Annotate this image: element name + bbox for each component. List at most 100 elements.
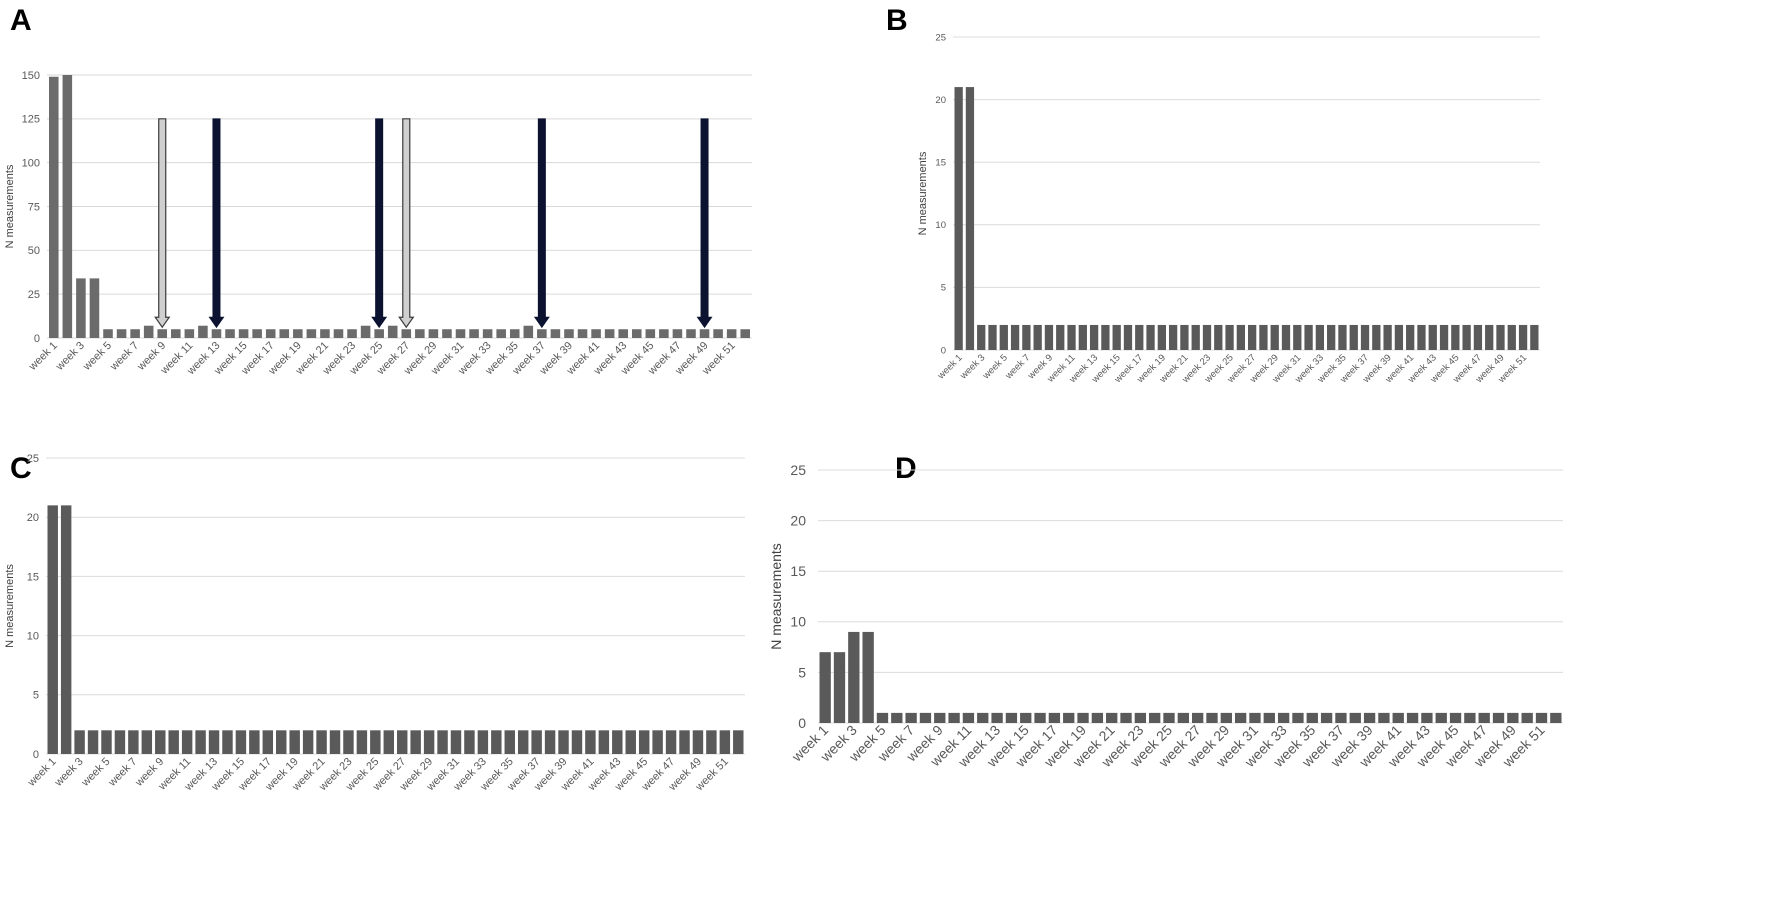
bar-a-week-39 xyxy=(564,329,574,338)
bar-d-week-34 xyxy=(1292,712,1304,723)
bar-a-week-9 xyxy=(157,329,168,338)
bar-c-week-6 xyxy=(114,730,126,754)
bar-c-week-22 xyxy=(329,730,341,754)
y-axis-label-b: N measurements xyxy=(917,151,929,235)
bar-d-week-51 xyxy=(1535,712,1548,723)
panel-letter-c: C xyxy=(10,452,32,485)
bar-d-week-36 xyxy=(1320,712,1333,723)
bar-c-week-35 xyxy=(504,730,515,754)
bar-d-week-6 xyxy=(891,712,903,723)
y-tick-label-d: 25 xyxy=(790,462,806,478)
y-tick-label-c: 20 xyxy=(27,512,39,524)
panel-letter-b: B xyxy=(886,4,908,37)
bar-b-week-13 xyxy=(1089,324,1099,350)
bar-d-week-17 xyxy=(1048,712,1061,723)
bar-a-week-50 xyxy=(713,329,723,338)
bar-d-week-24 xyxy=(1149,712,1161,723)
bar-c-week-9 xyxy=(155,730,166,754)
bar-c-week-21 xyxy=(316,730,327,754)
bar-c-week-2 xyxy=(60,505,72,754)
bar-c-week-23 xyxy=(343,730,354,754)
bar-d-week-3 xyxy=(848,631,860,723)
y-tick-label-b: 0 xyxy=(941,345,946,356)
bar-c-week-11 xyxy=(181,730,193,754)
bar-d-week-46 xyxy=(1464,712,1476,723)
panel-d: D 0 5 10 15 20 25 N measurements week 1 week 3 wee… xyxy=(760,448,1772,916)
bar-a-week-30 xyxy=(442,329,452,338)
y-axis-label-a: N measurements xyxy=(4,164,16,248)
bar-d-week-39 xyxy=(1363,712,1376,723)
y-tick-label-a: 25 xyxy=(28,289,40,301)
bar-c-week-5 xyxy=(101,730,112,754)
bar-c-week-42 xyxy=(598,730,610,754)
bar-c-week-48 xyxy=(679,730,690,754)
bar-c-week-17 xyxy=(262,730,274,754)
y-tick-label-d: 15 xyxy=(790,563,806,579)
bar-b-week-6 xyxy=(1010,324,1020,350)
bar-b-week-1 xyxy=(954,87,963,350)
bar-d-week-22 xyxy=(1120,712,1132,723)
bar-a-week-4 xyxy=(89,278,100,338)
y-tick-label-c: 25 xyxy=(27,453,39,465)
bar-a-week-1 xyxy=(49,76,59,339)
bar-d-week-42 xyxy=(1406,712,1419,723)
bar-d-week-44 xyxy=(1435,712,1447,723)
bar-a-week-8 xyxy=(143,325,154,338)
bar-b-week-51 xyxy=(1518,324,1528,350)
bar-d-week-45 xyxy=(1449,712,1462,723)
bar-c-week-40 xyxy=(571,730,583,754)
bar-d-week-10 xyxy=(948,712,960,723)
y-axis-label-c: N measurements xyxy=(4,564,16,648)
bar-c-week-27 xyxy=(397,730,408,754)
bar-d-week-20 xyxy=(1091,712,1104,723)
bar-b-week-47 xyxy=(1473,324,1483,350)
bar-d-week-40 xyxy=(1378,712,1390,723)
bar-d-week-26 xyxy=(1177,712,1189,723)
bar-d-week-50 xyxy=(1521,712,1533,723)
x-tick-label-b: week 1 xyxy=(935,352,965,382)
bar-d-week-21 xyxy=(1106,712,1118,723)
bar-c-week-10 xyxy=(168,730,179,754)
bar-a-week-42 xyxy=(604,329,615,338)
bar-c-week-16 xyxy=(249,730,260,754)
arrow-solid-week-13 xyxy=(208,118,225,329)
bar-c-week-14 xyxy=(222,730,233,754)
bar-c-week-4 xyxy=(87,730,99,754)
y-tick-label-d: 20 xyxy=(790,513,806,529)
x-tick-label-b: week 7 xyxy=(1003,352,1033,382)
bar-a-week-49 xyxy=(699,329,710,338)
bar-d-week-41 xyxy=(1392,712,1404,723)
arrow-solid-week-37 xyxy=(533,118,550,329)
bar-a-week-13 xyxy=(211,329,222,338)
bar-b-week-43 xyxy=(1428,324,1437,350)
y-tick-label-c: 0 xyxy=(33,749,39,761)
bar-a-week-17 xyxy=(265,329,276,338)
bar-a-week-26 xyxy=(387,325,398,338)
y-tick-label-a: 75 xyxy=(28,201,40,213)
bar-a-week-23 xyxy=(347,329,357,338)
bar-a-week-18 xyxy=(279,329,290,338)
bar-a-week-6 xyxy=(116,329,127,338)
bar-b-week-27 xyxy=(1248,324,1257,350)
bar-d-week-23 xyxy=(1134,712,1147,723)
bar-d-week-49 xyxy=(1507,712,1519,723)
bar-a-week-34 xyxy=(496,329,506,338)
panel-b: B 0 5 10 15 20 25 N measurements week 1 week 3 wee… xyxy=(880,0,1772,410)
bar-c-week-20 xyxy=(302,730,314,754)
bar-d-week-32 xyxy=(1263,712,1275,723)
bar-d-week-1 xyxy=(819,652,831,723)
bar-b-week-30 xyxy=(1281,324,1291,350)
bar-b-week-34 xyxy=(1327,324,1336,350)
bar-b-week-22 xyxy=(1191,324,1200,350)
x-tick-label-c: week 5 xyxy=(79,756,113,790)
bar-b-week-24 xyxy=(1214,324,1223,350)
bar-a-week-31 xyxy=(455,329,466,338)
x-tick-label-a: week 5 xyxy=(80,340,114,374)
bar-c-week-34 xyxy=(491,730,502,754)
bar-c-week-45 xyxy=(638,730,650,754)
bar-b-week-41 xyxy=(1406,324,1415,350)
bar-d-week-12 xyxy=(977,712,989,723)
y-tick-label-b: 15 xyxy=(935,158,946,169)
y-tick-label-d: 10 xyxy=(790,614,806,630)
bar-a-week-46 xyxy=(659,329,669,338)
